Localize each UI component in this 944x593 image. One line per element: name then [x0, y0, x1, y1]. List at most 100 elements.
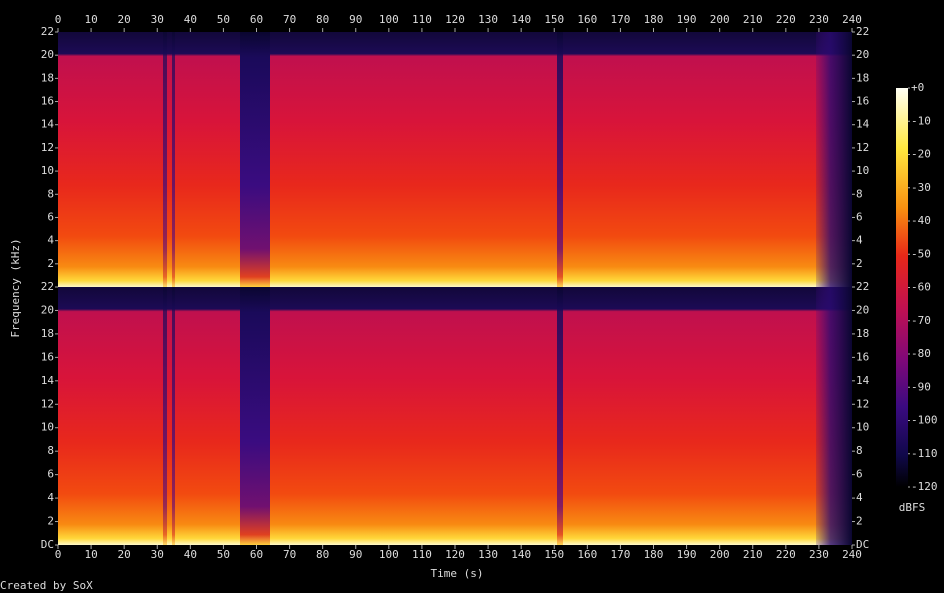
y-tick-label: 8 [856, 187, 863, 200]
y-tick-label: 18 [856, 71, 869, 84]
fade-out [816, 287, 852, 545]
y-tick-label: 4 [47, 491, 54, 504]
x-tick-label: 90 [349, 548, 362, 561]
x-tick-label: 80 [316, 13, 329, 26]
x-tick-label: 0 [55, 548, 62, 561]
y-tick-label: 6 [856, 468, 863, 481]
x-tick-label: 100 [379, 13, 399, 26]
x-tick-label: 180 [644, 548, 664, 561]
x-tick-label: 160 [577, 13, 597, 26]
x-tick-label: 110 [412, 13, 432, 26]
y-tick-label: 2 [856, 257, 863, 270]
y-tick-label: 2 [47, 515, 54, 528]
y-tick-label: 12 [41, 397, 54, 410]
y-tick-label: 14 [856, 374, 870, 387]
colorbar-tick-label: -40 [911, 214, 931, 227]
colorbar-tick-label: -50 [911, 247, 931, 260]
x-tick-label: 140 [511, 13, 531, 26]
y-axis-label: Frequency (kHz) [9, 238, 22, 337]
y-tick-label: 16 [856, 95, 869, 108]
y-tick-label: DC [41, 538, 54, 551]
y-tick-label: 22 [856, 25, 869, 38]
x-tick-label: 110 [412, 548, 432, 561]
y-tick-label: 14 [856, 118, 870, 131]
colorbar-tick-label: -90 [911, 380, 931, 393]
y-tick-label: 10 [856, 421, 869, 434]
quiet-band [557, 287, 563, 545]
y-tick-label: 2 [47, 257, 54, 270]
y-tick-label: 16 [41, 95, 54, 108]
y-tick-label: 20 [856, 303, 869, 316]
y-tick-label: 10 [41, 421, 54, 434]
colorbar-tick-label: -70 [911, 314, 931, 327]
x-tick-label: 120 [445, 13, 465, 26]
x-tick-label: 190 [677, 13, 697, 26]
colorbar-tick-label: -120 [911, 480, 938, 493]
quiet-band [163, 32, 167, 287]
y-tick-label: 20 [41, 48, 54, 61]
colorbar-tick-label: -20 [911, 148, 931, 161]
x-tick-label: 180 [644, 13, 664, 26]
quiet-band [172, 32, 175, 287]
y-tick-label: 14 [41, 118, 55, 131]
y-tick-label: 20 [856, 48, 869, 61]
y-tick-label: 8 [47, 187, 54, 200]
x-tick-label: 200 [710, 548, 730, 561]
x-tick-label: 20 [118, 548, 131, 561]
y-tick-label: 22 [41, 280, 54, 293]
y-tick-label: 4 [856, 491, 863, 504]
quiet-band [163, 287, 167, 545]
y-tick-label: 6 [47, 210, 54, 223]
colorbar-tick-label: +0 [911, 81, 924, 94]
x-tick-label: 0 [55, 13, 62, 26]
y-tick-label: 4 [47, 234, 54, 247]
y-tick-label: 10 [856, 164, 869, 177]
y-tick-label: 10 [41, 164, 54, 177]
y-tick-label: 20 [41, 303, 54, 316]
y-tick-label: 18 [856, 327, 869, 340]
y-tick-label: 22 [856, 280, 869, 293]
x-tick-label: 70 [283, 13, 296, 26]
x-tick-label: 240 [842, 548, 862, 561]
x-tick-label: 10 [84, 13, 97, 26]
x-tick-label: 90 [349, 13, 362, 26]
x-tick-label: 30 [151, 548, 164, 561]
plot-area [58, 32, 852, 545]
colorbar-tick-label: -60 [911, 281, 931, 294]
y-tick-label: 8 [856, 444, 863, 457]
x-tick-label: 190 [677, 548, 697, 561]
x-tick-label: 60 [250, 548, 263, 561]
x-tick-label: 10 [84, 548, 97, 561]
x-tick-label: 130 [478, 13, 498, 26]
x-tick-label: 50 [217, 13, 230, 26]
x-tick-label: 100 [379, 548, 399, 561]
x-tick-label: 200 [710, 13, 730, 26]
x-tick-label: 170 [610, 13, 630, 26]
x-tick-label: 230 [809, 13, 829, 26]
quiet-band [240, 287, 270, 545]
x-tick-label: 30 [151, 13, 164, 26]
y-tick-label: 12 [856, 397, 869, 410]
colorbar-tick-label: -100 [911, 414, 938, 427]
y-tick-label: DC [856, 538, 869, 551]
x-tick-label: 220 [776, 13, 796, 26]
colorbar-tick-label: -80 [911, 347, 931, 360]
x-tick-label: 220 [776, 548, 796, 561]
credit: Created by SoX [0, 579, 93, 592]
x-tick-label: 150 [544, 548, 564, 561]
x-tick-label: 40 [184, 548, 197, 561]
x-axis-label: Time (s) [431, 567, 484, 580]
spectrum [58, 287, 852, 545]
y-tick-label: 18 [41, 71, 54, 84]
x-tick-label: 120 [445, 548, 465, 561]
x-tick-label: 170 [610, 548, 630, 561]
colorbar-tick-label: -10 [911, 114, 931, 127]
x-tick-label: 140 [511, 548, 531, 561]
quiet-band [557, 32, 563, 287]
x-tick-label: 20 [118, 13, 131, 26]
y-tick-label: 8 [47, 444, 54, 457]
colorbar-tick-label: -110 [911, 447, 938, 460]
quiet-band [172, 287, 175, 545]
y-tick-label: 14 [41, 374, 55, 387]
